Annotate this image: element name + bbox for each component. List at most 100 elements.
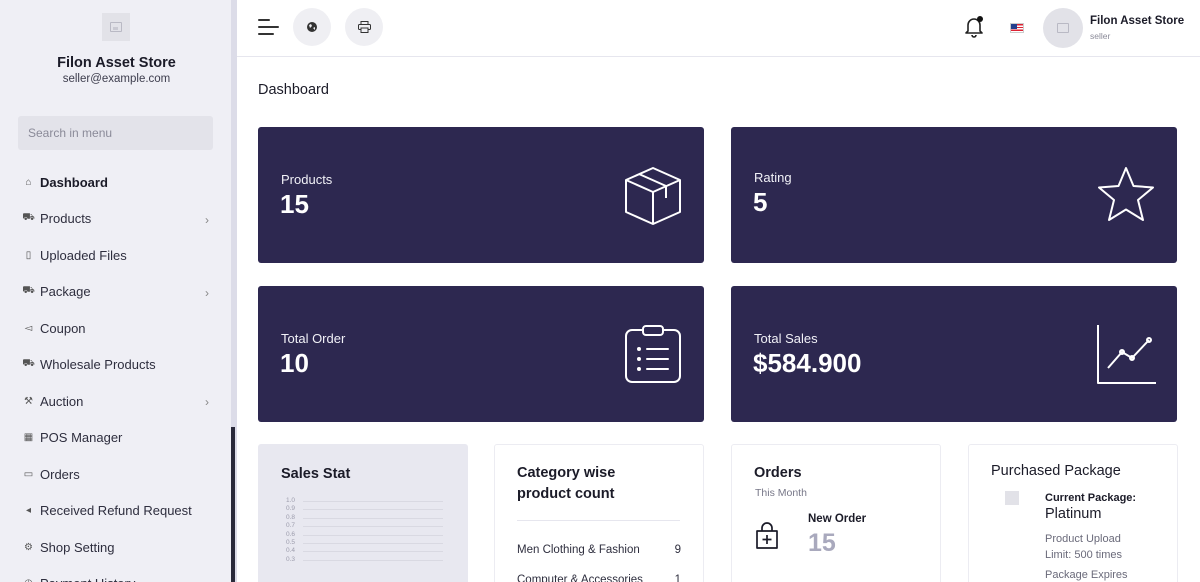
total-order-label: Total Order	[281, 331, 346, 346]
grid-line	[303, 543, 443, 544]
category-count: 9	[674, 544, 681, 556]
upload-limit-text: Product Upload Limit: 500 times	[1045, 531, 1122, 563]
sidebar-item-label: POS Manager	[40, 430, 123, 446]
current-package-value: Platinum	[1045, 506, 1102, 522]
sales-stat-card: Sales Stat 1.0 0.9 0.8 0.7 0.6 0.5 0.4 0.3	[258, 444, 468, 582]
us-flag-icon[interactable]	[1010, 23, 1024, 33]
sidebar-item-pos-manager[interactable]: ▦ POS Manager	[0, 420, 233, 457]
sidebar-item-auction[interactable]: ⚒ Auction ›	[0, 383, 233, 420]
user-role: seller	[1090, 31, 1111, 41]
money-icon: ▭	[23, 468, 34, 480]
upload-limit-line1: Product Upload	[1045, 533, 1121, 545]
gavel-icon: ⚒	[24, 395, 33, 407]
sidebar-item-label: Products	[40, 211, 92, 227]
image-placeholder-icon	[1057, 23, 1069, 33]
sidebar-item-products[interactable]: ⛟ Products ›	[0, 201, 233, 238]
upload-limit-line2: Limit: 500 times	[1045, 549, 1123, 561]
orders-period: This Month	[755, 487, 807, 499]
rating-value: 5	[753, 187, 768, 217]
notification-dot	[977, 16, 983, 22]
menu-search-input[interactable]	[18, 116, 213, 150]
sidebar-item-received-refund-request[interactable]: ◂ Received Refund Request	[0, 493, 233, 530]
sidebar-item-dashboard[interactable]: ⌂ Dashboard	[0, 164, 233, 201]
scrollbar-thumb[interactable]	[231, 427, 235, 582]
rating-label: Rating	[754, 170, 792, 185]
chevron-right-icon: ›	[205, 285, 209, 300]
category-title-line2: product count	[517, 486, 615, 502]
sidebar-item-label: Received Refund Request	[40, 503, 192, 519]
printer-icon	[357, 21, 371, 33]
new-order-label: New Order	[808, 513, 867, 525]
grid-line	[303, 526, 443, 528]
bullhorn-icon: ◅	[24, 322, 33, 334]
image-placeholder-icon	[110, 22, 122, 32]
total-sales-card: Total Sales $584.900	[731, 286, 1177, 422]
products-label: Products	[281, 172, 333, 187]
purchased-package-card: Purchased Package Current Package: Plati…	[968, 444, 1178, 582]
axis-tick-label: 0.3	[286, 555, 296, 563]
orders-card: Orders This Month New Order 15	[731, 444, 941, 582]
cart-icon: ⛟	[22, 358, 35, 370]
sidebar-item-label: Package	[40, 284, 91, 300]
cog-icon: ⚙	[24, 541, 33, 553]
grid-line	[303, 559, 443, 561]
axis-tick-label: 0.9	[286, 505, 296, 513]
divider	[517, 520, 680, 521]
globe-button[interactable]	[293, 8, 331, 46]
category-card: Category wise product count Men Clothing…	[494, 444, 704, 582]
avatar[interactable]	[1043, 8, 1083, 48]
rating-card: Rating 5	[731, 127, 1177, 263]
category-name: Computer & Accessories	[517, 574, 643, 582]
category-title: Category wise product count	[517, 463, 615, 505]
chevron-right-icon: ›	[205, 212, 209, 227]
sidebar-item-shop-setting[interactable]: ⚙ Shop Setting	[0, 529, 233, 566]
axis-tick-label: 0.8	[286, 513, 296, 521]
sidebar-item-wholesale-products[interactable]: ⛟ Wholesale Products	[0, 347, 233, 384]
category-count: 1	[674, 574, 681, 582]
cart-icon: ⛟	[22, 212, 35, 224]
star-icon	[1098, 167, 1154, 221]
grid-line	[303, 501, 443, 502]
grid-line	[303, 509, 443, 511]
total-order-value: 10	[280, 348, 309, 378]
topbar: Filon Asset Store seller	[237, 0, 1200, 57]
package-logo	[1005, 491, 1019, 505]
axis-tick-label: 0.5	[286, 539, 296, 546]
grid-line	[303, 517, 443, 519]
sidebar-menu: ⌂ Dashboard ⛟ Products › ▯ Uploaded Files ⛟ Pack…	[0, 164, 233, 582]
products-card: Products 15	[258, 127, 704, 263]
sidebar-scrollbar[interactable]	[231, 0, 237, 582]
axis-tick-label: 0.6	[286, 530, 296, 538]
sidebar-item-package[interactable]: ⛟ Package ›	[0, 274, 233, 311]
axis-tick-label: 0.4	[286, 547, 296, 555]
axis-tick-label: 0.7	[286, 522, 296, 530]
user-name[interactable]: Filon Asset Store	[1090, 15, 1185, 27]
sidebar-item-payment-history[interactable]: ◷ Payment History	[0, 566, 233, 582]
sidebar-item-label: Wholesale Products	[40, 357, 156, 373]
sidebar-item-orders[interactable]: ▭ Orders	[0, 456, 233, 493]
category-name: Men Clothing & Fashion	[517, 544, 640, 556]
history-icon: ◷	[23, 578, 34, 582]
axis-tick-label: 1.0	[286, 497, 296, 504]
bell-icon	[965, 18, 983, 38]
print-button[interactable]	[345, 8, 383, 46]
line-chart-icon	[1097, 325, 1156, 384]
notification-button[interactable]	[964, 16, 984, 38]
package-title: Purchased Package	[991, 463, 1121, 479]
sales-stat-title: Sales Stat	[281, 466, 351, 482]
total-sales-label: Total Sales	[754, 331, 818, 346]
sidebar-item-coupon[interactable]: ◅ Coupon	[0, 310, 233, 347]
new-order-value: 15	[808, 529, 836, 557]
menu-toggle-icon[interactable]	[258, 19, 279, 37]
sidebar-item-label: Dashboard	[40, 174, 108, 190]
sidebar-item-label: Coupon	[40, 320, 86, 336]
pos-icon: ▦	[23, 432, 34, 444]
brand-name: Filon Asset Store	[57, 55, 176, 71]
package-expires: Package Expires	[1045, 569, 1128, 581]
sidebar-item-uploaded-files[interactable]: ▯ Uploaded Files	[0, 237, 233, 274]
brand-logo	[102, 13, 130, 41]
shopping-bag-plus-icon	[756, 522, 778, 549]
folder-icon: ▯	[25, 249, 32, 261]
box-icon	[625, 167, 681, 225]
sidebar: Filon Asset Store seller@example.com ⌂ Da…	[0, 0, 233, 582]
